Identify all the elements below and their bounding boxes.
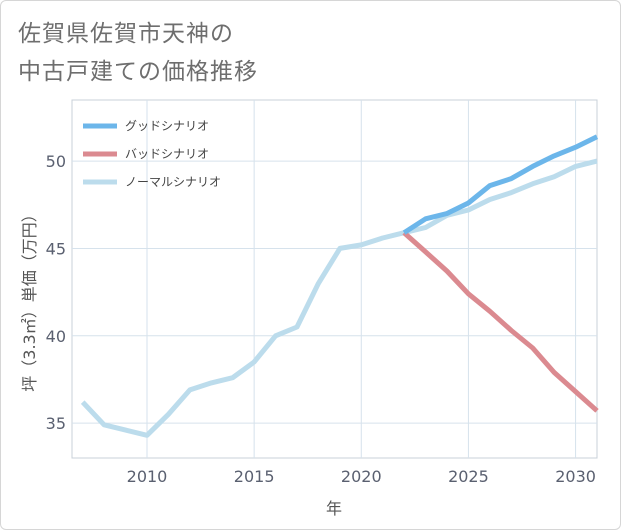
x-tick-label: 2020 xyxy=(341,467,382,486)
y-tick-label: 50 xyxy=(46,152,66,171)
y-axis-title: 坪（3.3㎡）単価（万円） xyxy=(20,206,39,391)
legend-label: バッドシナリオ xyxy=(125,147,209,161)
y-tick-label: 45 xyxy=(46,239,66,258)
x-tick-label: 2030 xyxy=(555,467,596,486)
legend-item-2: バッドシナリオ xyxy=(83,147,209,161)
chart-title: 佐賀県佐賀市天神の 中古戸建ての価格推移 xyxy=(18,15,258,91)
legend-label: ノーマルシナリオ xyxy=(125,175,221,189)
series-line-3 xyxy=(80,158,598,438)
series-line-1 xyxy=(402,134,599,235)
grid-lines xyxy=(72,100,597,458)
y-tick-label: 35 xyxy=(46,414,66,433)
series-line-2 xyxy=(402,230,599,413)
series-lines xyxy=(80,134,599,438)
chart-title-line-1: 佐賀県佐賀市天神の xyxy=(18,21,234,47)
y-tick-labels: 35 40 45 50 xyxy=(46,152,66,433)
x-tick-label: 2010 xyxy=(127,467,168,486)
plot-area xyxy=(71,99,598,459)
x-tick-label: 2015 xyxy=(234,467,275,486)
legend-item-1: グッドシナリオ xyxy=(83,119,209,133)
legend-item-3: ノーマルシナリオ xyxy=(83,175,221,189)
x-tick-label: 2025 xyxy=(448,467,489,486)
legend-label: グッドシナリオ xyxy=(125,119,209,133)
chart-title-line-2: 中古戸建ての価格推移 xyxy=(18,59,258,85)
x-tick-labels: 2010 2015 2020 2025 2030 xyxy=(127,467,596,486)
y-tick-label: 40 xyxy=(46,327,66,346)
x-axis-title: 年 xyxy=(326,499,342,518)
